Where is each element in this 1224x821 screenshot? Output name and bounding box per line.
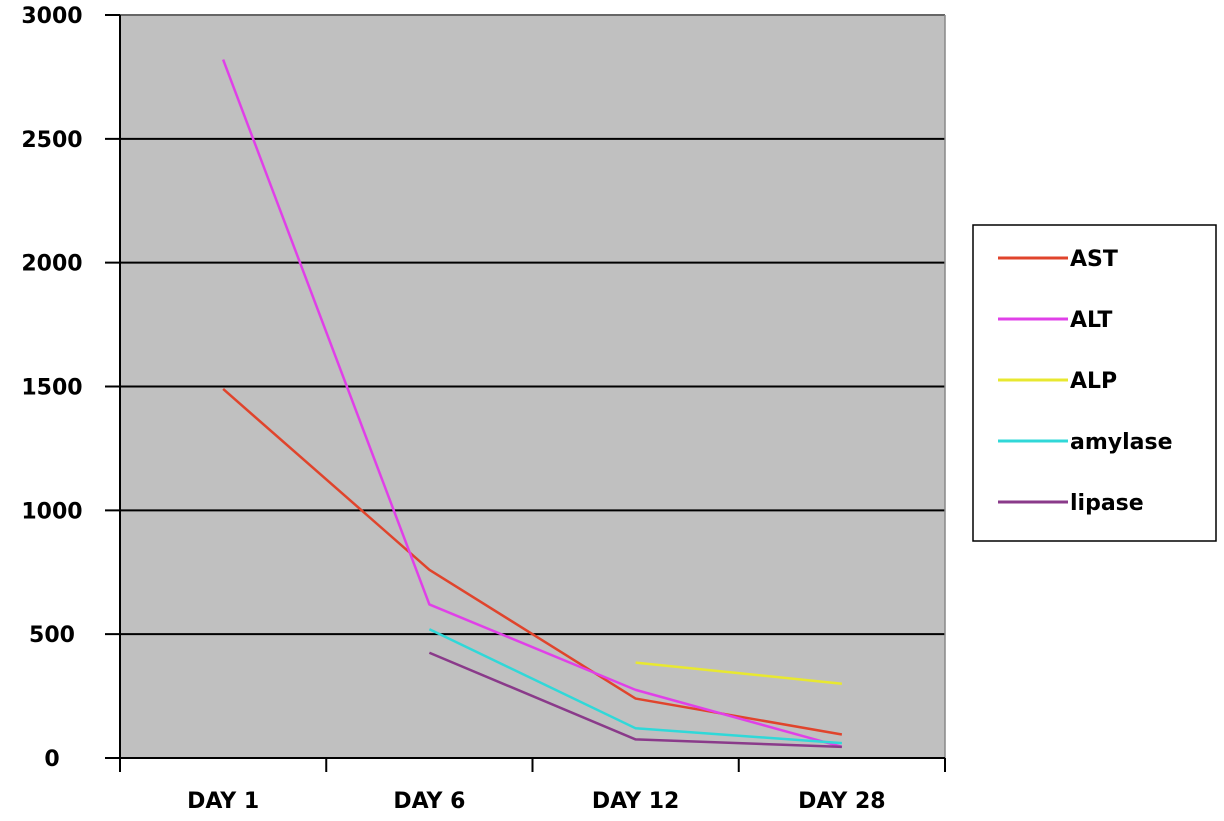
y-tick-label: 1000 — [21, 499, 82, 524]
y-tick-label: 2000 — [21, 252, 82, 277]
series-line-alt — [221, 59, 843, 749]
y-tick-label: 3000 — [21, 4, 82, 29]
series-lines — [221, 59, 843, 749]
y-tick-label: 0 — [44, 747, 59, 772]
legend-label-lipase: lipase — [1070, 491, 1144, 516]
legend-box — [972, 224, 1217, 542]
series-line-amylase — [428, 628, 842, 745]
legend: AST ALT ALP amylase lipase — [972, 224, 1217, 542]
axes: 0 500 1000 1500 2000 2500 3000 DAY 1 DAY 6 DAY 12… — [21, 4, 946, 814]
x-tick-label: DAY 1 — [187, 789, 259, 814]
series-line-ast — [222, 388, 843, 736]
x-tick-label: DAY 12 — [592, 789, 679, 814]
x-tick-label: DAY 6 — [393, 789, 465, 814]
series-line-lipase — [428, 651, 842, 749]
legend-label-amylase: amylase — [1070, 430, 1173, 455]
x-tick-label: DAY 28 — [798, 789, 885, 814]
legend-label-alp: ALP — [1070, 369, 1117, 394]
legend-label-alt: ALT — [1070, 308, 1112, 333]
y-tick-label: 500 — [29, 623, 75, 648]
series-line-alp — [635, 661, 843, 685]
y-tick-label: 1500 — [21, 376, 82, 401]
legend-label-ast: AST — [1070, 247, 1118, 272]
y-tick-label: 2500 — [21, 128, 82, 153]
